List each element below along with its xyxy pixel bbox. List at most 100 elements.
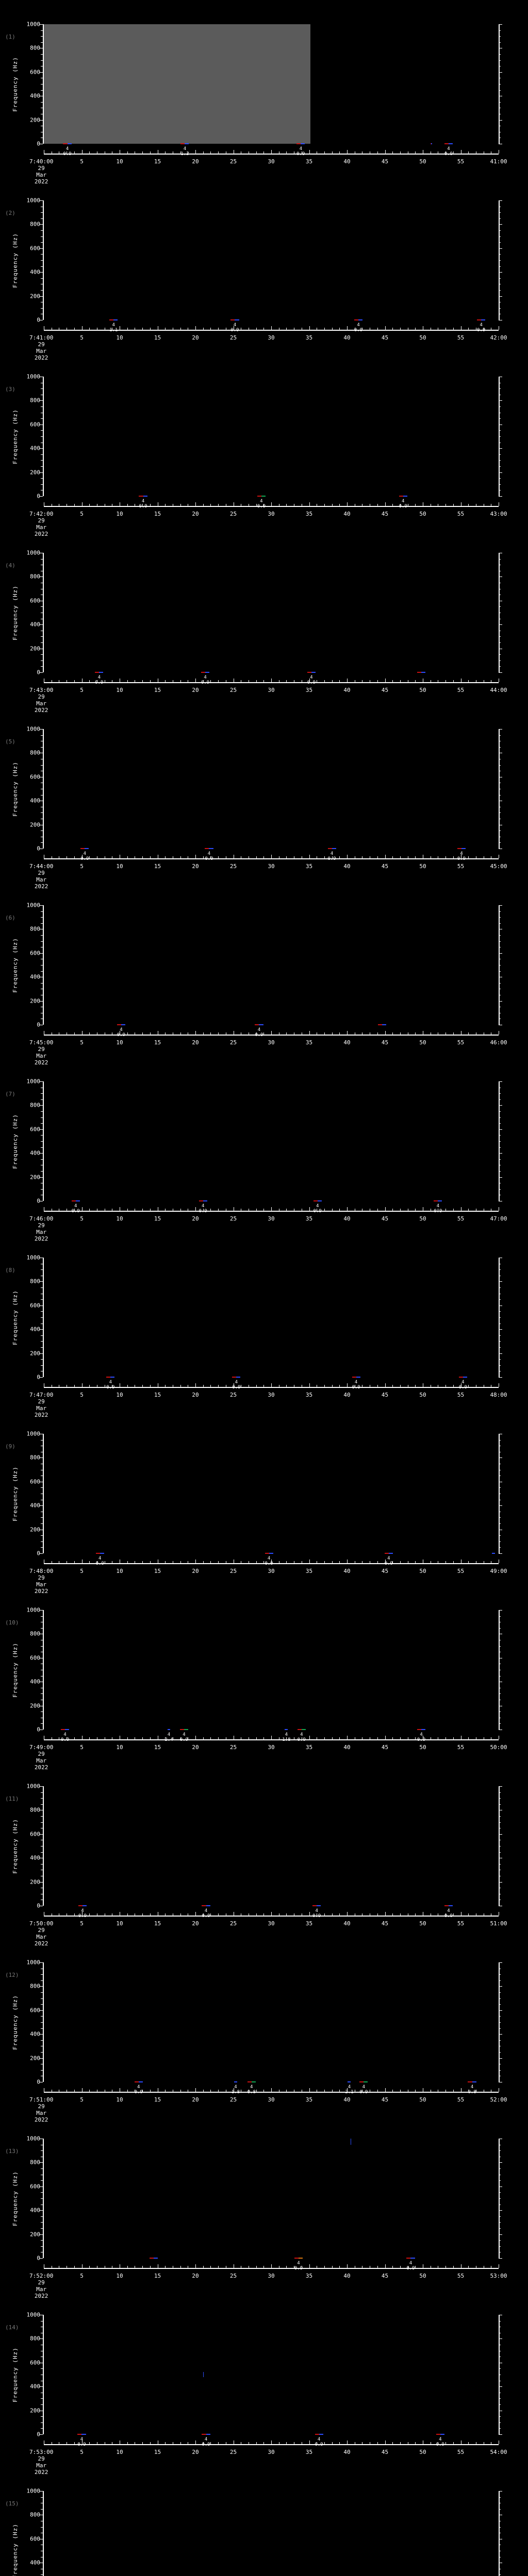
x-axis-tick <box>150 1561 151 1563</box>
y-axis-tick <box>39 472 43 473</box>
x-axis-tick <box>256 1913 257 1916</box>
x-axis-tick-label: 5 <box>80 1568 84 1574</box>
y-axis-tick <box>499 935 501 936</box>
y-axis-tick <box>499 2040 501 2041</box>
y-axis-tick <box>499 248 502 249</box>
x-axis-end-label: 49:00 <box>490 1568 507 1574</box>
event-marker-bar-blue <box>138 2081 143 2082</box>
y-axis-tick-label: 200 <box>30 1174 40 1181</box>
x-axis-date-year: 2022 <box>34 178 48 185</box>
y-axis-tick <box>499 636 501 637</box>
x-axis-tick <box>203 1209 204 1211</box>
y-axis-tick <box>39 1281 43 1282</box>
x-axis-tick <box>271 1736 272 1739</box>
y-axis-tick <box>499 454 501 455</box>
x-axis-date-year: 2022 <box>34 531 48 537</box>
x-axis-tick-label: 15 <box>154 158 161 165</box>
x-axis-tick <box>468 2442 469 2444</box>
y-axis-tick <box>41 1517 43 1518</box>
event-marker-bar-red <box>106 1377 111 1378</box>
event-marker-bar-red <box>247 2081 252 2082</box>
x-axis-end-label: 48:00 <box>490 1392 507 1398</box>
y-axis-tick <box>499 1147 501 1148</box>
event-marker-count: 4 <box>112 323 115 328</box>
event-marker-label: 40.9 <box>354 323 362 333</box>
event-marker-bar-blue <box>235 319 239 320</box>
y-axis-left: 0 200 400 600 800 1000 <box>27 2136 44 2262</box>
plot-area <box>44 1258 499 1377</box>
x-axis-date-day: 29 <box>38 2103 45 2110</box>
x-axis-tick <box>263 1913 265 1916</box>
x-axis-tick-label: 10 <box>116 511 123 517</box>
y-axis-tick <box>499 917 501 918</box>
y-axis-tick-label: 0 <box>37 845 40 852</box>
x-axis-tick <box>165 504 166 506</box>
y-axis-tick <box>41 1147 43 1148</box>
y-axis-tick <box>39 1081 43 1082</box>
x-axis-tick-label: 40 <box>343 334 351 341</box>
x-axis-date-year: 2022 <box>34 1235 48 1242</box>
y-axis-tick <box>39 224 43 225</box>
x-axis-tick-label: 5 <box>80 334 84 341</box>
x-axis-tick <box>339 2090 340 2092</box>
y-axis-tick-label: 400 <box>30 1326 40 1333</box>
y-axis-tick <box>499 254 501 255</box>
x-axis-tick-label: 35 <box>305 158 313 165</box>
x-axis-tick <box>324 1032 325 1035</box>
y-axis-tick <box>499 466 501 467</box>
x-axis-tick <box>468 504 469 506</box>
x-axis-end-label: 43:00 <box>490 511 507 517</box>
y-axis-tick <box>41 466 43 467</box>
x-axis-tick-label: 5 <box>80 1920 84 1927</box>
x-axis-tick <box>142 1737 143 1739</box>
y-axis-tick <box>39 496 43 497</box>
x-axis-tick <box>377 1385 378 1387</box>
x-axis-tick <box>286 2442 287 2444</box>
y-axis-tick <box>41 1141 43 1142</box>
x-axis-tick <box>210 2442 211 2444</box>
y-axis-tick <box>39 1001 43 1002</box>
x-axis-tick-label: 15 <box>154 1215 161 1222</box>
y-axis-tick-label: 400 <box>30 268 40 276</box>
y-axis-tick <box>41 735 43 736</box>
x-axis-tick <box>286 856 287 858</box>
y-axis-tick-label: 800 <box>30 1630 40 1637</box>
event-marker-bar-red <box>150 2258 154 2259</box>
plot-area <box>44 24 499 144</box>
y-axis-tick <box>39 2010 43 2011</box>
y-axis-tick-label: 600 <box>30 2359 40 2366</box>
x-axis-tick <box>142 2090 143 2092</box>
x-axis-tick <box>203 151 204 154</box>
y-axis-right <box>499 2491 502 2576</box>
x-axis-tick <box>218 856 219 858</box>
x-axis-tick-label: 50 <box>419 158 426 165</box>
x-axis-tick <box>385 2441 386 2444</box>
x-axis-tick <box>377 680 378 682</box>
x-axis-tick-label: 35 <box>305 1392 313 1398</box>
y-axis-tick <box>41 2180 43 2181</box>
x-axis-tick <box>195 1560 196 1563</box>
x-axis-date-day: 29 <box>38 1927 45 1934</box>
x-axis-tick <box>392 1561 393 1563</box>
event-marker-bar-blue <box>259 1024 263 1025</box>
y-axis-tick <box>41 2428 43 2429</box>
y-axis-tick-label: 800 <box>30 221 40 228</box>
x-axis-tick-label: 20 <box>192 1920 199 1927</box>
event-marker-bar-blue <box>382 1024 386 1025</box>
y-axis-tick <box>499 1329 502 1330</box>
y-axis-tick <box>39 2058 43 2059</box>
event-marker-label: 40.9 <box>95 675 103 685</box>
x-axis-tick <box>347 1383 348 1387</box>
panel-index-label: (8) <box>5 1267 15 1274</box>
y-axis-tick <box>41 1616 43 1617</box>
event-marker-count: 4 <box>120 1027 123 1032</box>
x-axis-tick-label: 40 <box>343 2273 351 2279</box>
x-axis-tick <box>256 2266 257 2268</box>
panel-index-label: (13) <box>5 2148 19 2155</box>
x-axis-tick <box>203 1032 204 1035</box>
x-axis-tick <box>332 1561 333 1563</box>
y-axis-title: Frequency (Hz) <box>11 2139 19 2258</box>
y-axis-tick <box>41 2398 43 2399</box>
y-axis-title: Frequency (Hz) <box>11 1786 19 1906</box>
event-marker-bar-red <box>406 2258 411 2259</box>
